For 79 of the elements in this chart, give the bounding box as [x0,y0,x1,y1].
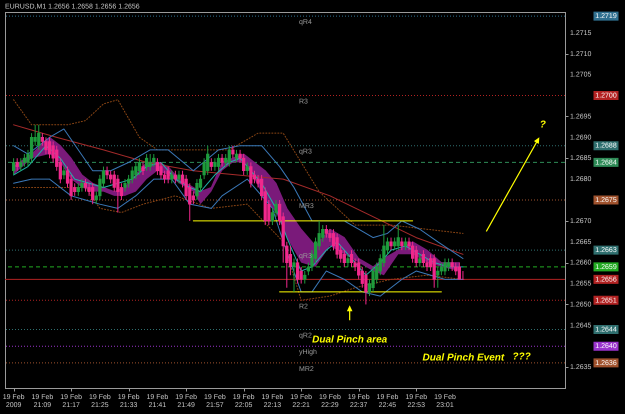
candlestick [336,232,339,259]
candlestick [141,162,145,176]
candlestick [16,158,19,172]
candlestick [418,254,422,268]
candlestick [152,154,156,168]
candlestick [350,250,354,268]
candlestick [364,270,368,305]
candlestick [234,149,238,163]
candlestick [393,237,396,251]
candlestick [206,145,210,176]
candlestick [62,166,66,180]
candlestick [300,266,303,284]
candlestick [109,170,112,184]
candlestick [450,258,454,272]
candlestick [216,154,220,172]
candlestick [422,250,426,268]
candlestick [22,154,26,168]
candlestick [76,182,80,196]
candlestick [116,174,120,214]
candlestick [410,241,414,264]
candlestick [249,162,252,188]
candlestick [328,228,332,242]
candlestick [371,266,375,292]
candlestick [224,154,228,168]
annotation: Dual Pinch Event [422,352,505,364]
candlestick [19,158,22,172]
candlestick [84,178,88,192]
candlestick [91,182,94,205]
candlestick [130,166,134,184]
candlestick [404,237,408,251]
candlestick [414,245,418,268]
candlestick [324,224,328,238]
candlestick [144,154,148,172]
candlestick [231,145,234,159]
candlestick [166,166,170,184]
candlestick [220,154,224,168]
candlestick [138,158,142,176]
annotation: ??? [512,351,531,362]
candlestick [195,178,199,200]
candlestick [210,158,213,172]
candlestick [458,262,461,280]
candlestick [37,124,40,150]
candlestick [134,162,138,180]
candlestick [213,158,217,172]
candlestick [48,136,52,159]
candlestick [228,145,231,168]
candlestick [87,182,91,196]
candlestick [252,170,256,184]
candlestick [123,178,127,192]
candlestick [246,162,249,176]
candlestick [443,258,447,276]
candlestick [192,191,195,205]
candlestick [446,258,450,272]
annotation: Dual Pinch area [312,334,388,346]
candlestick [432,254,436,288]
candlestick [73,182,76,196]
candlestick [400,237,404,251]
candlestick [242,154,246,176]
candlestick [303,270,306,284]
candlestick [396,224,400,251]
candlestick [389,237,393,251]
candlestick [342,250,346,268]
annotation: ? [540,119,546,130]
candlestick [12,158,16,176]
candlestick [177,170,181,184]
candlestick [44,136,48,155]
candlestick [292,258,296,292]
candlestick [346,254,350,268]
candlestick [80,178,84,192]
candlestick [436,266,440,288]
candlestick [156,158,160,176]
candlestick [174,170,177,184]
line-series [13,99,464,234]
candlestick [296,258,300,284]
candlestick [170,170,174,184]
candlestick [148,154,152,172]
candlestick [159,162,163,180]
candlestick [454,262,458,276]
candlestick [105,166,109,180]
